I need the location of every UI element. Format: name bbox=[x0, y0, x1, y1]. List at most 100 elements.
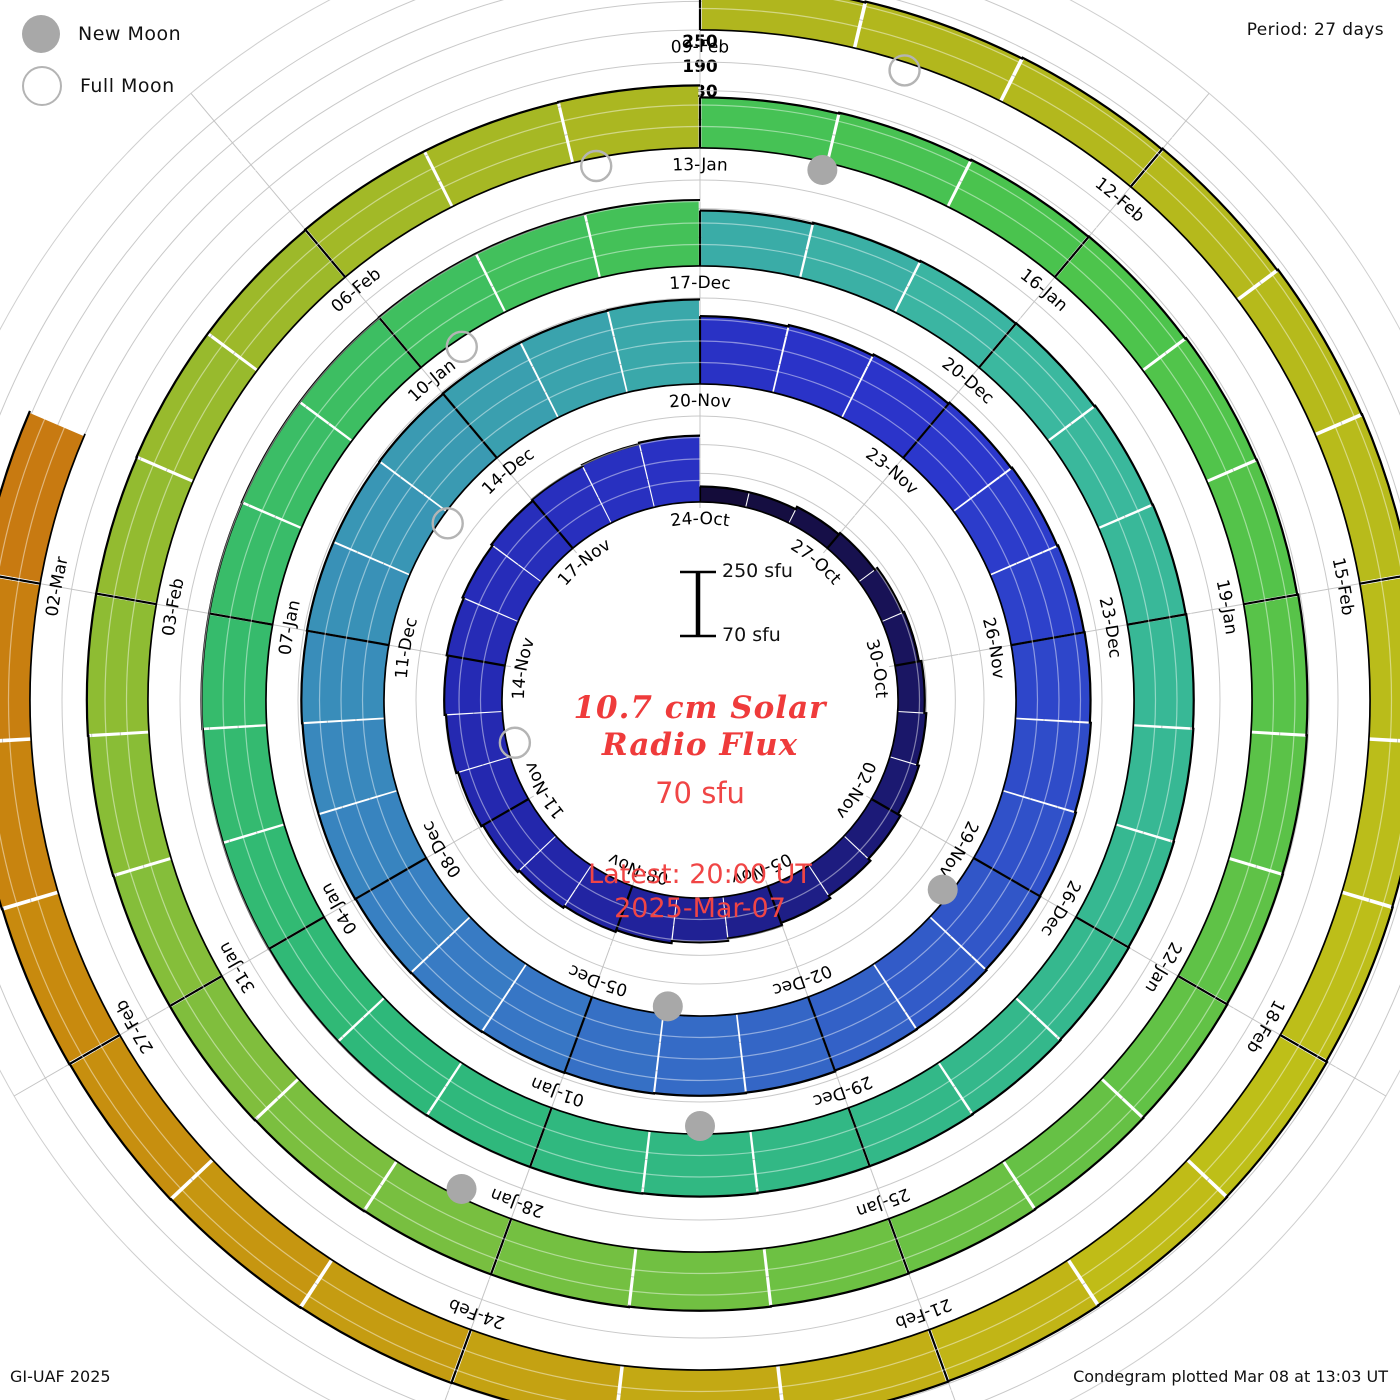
date-label: 03-Feb bbox=[159, 576, 189, 637]
flux-segment bbox=[949, 160, 1088, 277]
flux-segment bbox=[482, 964, 592, 1073]
plot-timestamp-label: Condegram plotted Mar 08 at 13:03 UT bbox=[1073, 1367, 1388, 1386]
date-label: 07-Jan bbox=[275, 598, 304, 656]
flux-segment bbox=[746, 492, 796, 523]
flux-segment bbox=[1243, 596, 1308, 734]
flux-segment bbox=[1002, 58, 1161, 186]
flux-segment bbox=[773, 325, 873, 418]
new-moon-marker bbox=[685, 1111, 715, 1141]
flux-segment bbox=[701, 210, 812, 278]
flux-segment bbox=[302, 1260, 470, 1383]
flux-segment bbox=[559, 85, 699, 163]
full-moon-marker bbox=[579, 149, 613, 183]
flux-segment bbox=[672, 896, 728, 943]
flux-segment bbox=[208, 230, 345, 370]
legend-label-new-moon: New Moon bbox=[78, 23, 182, 45]
flux-segment bbox=[170, 977, 298, 1119]
flux-segment bbox=[1360, 578, 1400, 739]
flux-segment bbox=[809, 836, 871, 896]
flux-segment bbox=[639, 435, 700, 508]
flux-segment bbox=[808, 964, 916, 1071]
flux-segment bbox=[209, 503, 302, 624]
flux-segment bbox=[630, 1248, 770, 1311]
open-circle-icon bbox=[22, 66, 62, 106]
moon-phase-legend: New Moon Full Moon bbox=[22, 8, 181, 112]
flux-segment bbox=[789, 507, 839, 548]
date-label: 02-Mar bbox=[42, 555, 72, 618]
flux-segment bbox=[859, 568, 903, 622]
full-moon-marker bbox=[431, 507, 464, 540]
flux-segment bbox=[939, 998, 1060, 1114]
flux-segment bbox=[701, 0, 864, 48]
flux-segment bbox=[1281, 893, 1393, 1060]
flux-segment bbox=[1069, 1161, 1226, 1305]
flux-segment bbox=[333, 462, 447, 575]
flux-segment bbox=[483, 799, 556, 872]
flux-segment bbox=[86, 595, 157, 735]
flux-segment bbox=[242, 403, 352, 528]
flux-segment bbox=[306, 151, 451, 277]
flux-segment bbox=[318, 791, 426, 899]
flux-segment bbox=[521, 310, 627, 418]
flux-segment bbox=[751, 1108, 869, 1193]
flux-segment bbox=[585, 200, 699, 278]
flux-segment bbox=[0, 578, 40, 739]
flux-segment bbox=[338, 998, 461, 1115]
flux-segment bbox=[990, 546, 1084, 645]
flux-segment bbox=[2, 893, 119, 1063]
flux-segment bbox=[1127, 615, 1194, 728]
flux-segment bbox=[492, 1219, 635, 1307]
filled-circle-icon bbox=[22, 15, 60, 53]
flux-segment bbox=[453, 1330, 621, 1400]
date-label: 15-Feb bbox=[1328, 556, 1358, 617]
flux-segment bbox=[1342, 740, 1400, 906]
flux-segment bbox=[201, 614, 273, 728]
flux-segment bbox=[427, 1063, 551, 1167]
flux-segment bbox=[737, 997, 835, 1093]
flux-segment bbox=[871, 757, 919, 814]
flux-segment bbox=[801, 223, 919, 312]
period-label: Period: 27 days bbox=[1246, 20, 1384, 40]
flux-segment bbox=[655, 1013, 745, 1096]
flux-segment bbox=[1132, 149, 1277, 299]
flux-segment bbox=[1016, 917, 1129, 1039]
flux-segment bbox=[889, 712, 927, 765]
flux-segment bbox=[307, 542, 410, 645]
flux-segment bbox=[269, 917, 384, 1041]
new-moon-marker bbox=[927, 874, 958, 905]
flux-segment bbox=[582, 444, 654, 523]
flux-segment bbox=[477, 214, 599, 312]
flux-segment bbox=[113, 859, 222, 1005]
new-moon-marker bbox=[807, 154, 838, 185]
flux-segment bbox=[446, 598, 518, 666]
flux-segment bbox=[1002, 719, 1091, 812]
date-label: 24-Oct bbox=[669, 509, 731, 531]
flux-segment bbox=[444, 656, 505, 715]
flux-segment bbox=[700, 316, 788, 393]
flux-segment bbox=[979, 324, 1094, 440]
flux-segment bbox=[301, 631, 389, 723]
date-label: 20-Nov bbox=[668, 391, 731, 413]
flux-segment bbox=[462, 546, 541, 622]
flux-segment bbox=[256, 1079, 396, 1211]
flux-segment bbox=[1055, 237, 1185, 370]
flux-segment bbox=[519, 836, 591, 908]
flux-segment bbox=[874, 917, 986, 1029]
flux-segment bbox=[974, 791, 1076, 896]
flux-segment bbox=[953, 468, 1057, 575]
flux-segment bbox=[895, 661, 925, 713]
flux-segment bbox=[202, 726, 284, 842]
flux-segment bbox=[882, 612, 919, 666]
date-label: 19-Jan bbox=[1212, 578, 1241, 636]
flux-segment bbox=[88, 733, 171, 875]
date-label: 30-Oct bbox=[861, 637, 891, 699]
flux-segment bbox=[616, 886, 677, 944]
flux-segment bbox=[137, 334, 257, 481]
flux-segment bbox=[379, 254, 505, 367]
flux-segment bbox=[765, 1219, 908, 1306]
flux-segment bbox=[1178, 859, 1283, 1003]
